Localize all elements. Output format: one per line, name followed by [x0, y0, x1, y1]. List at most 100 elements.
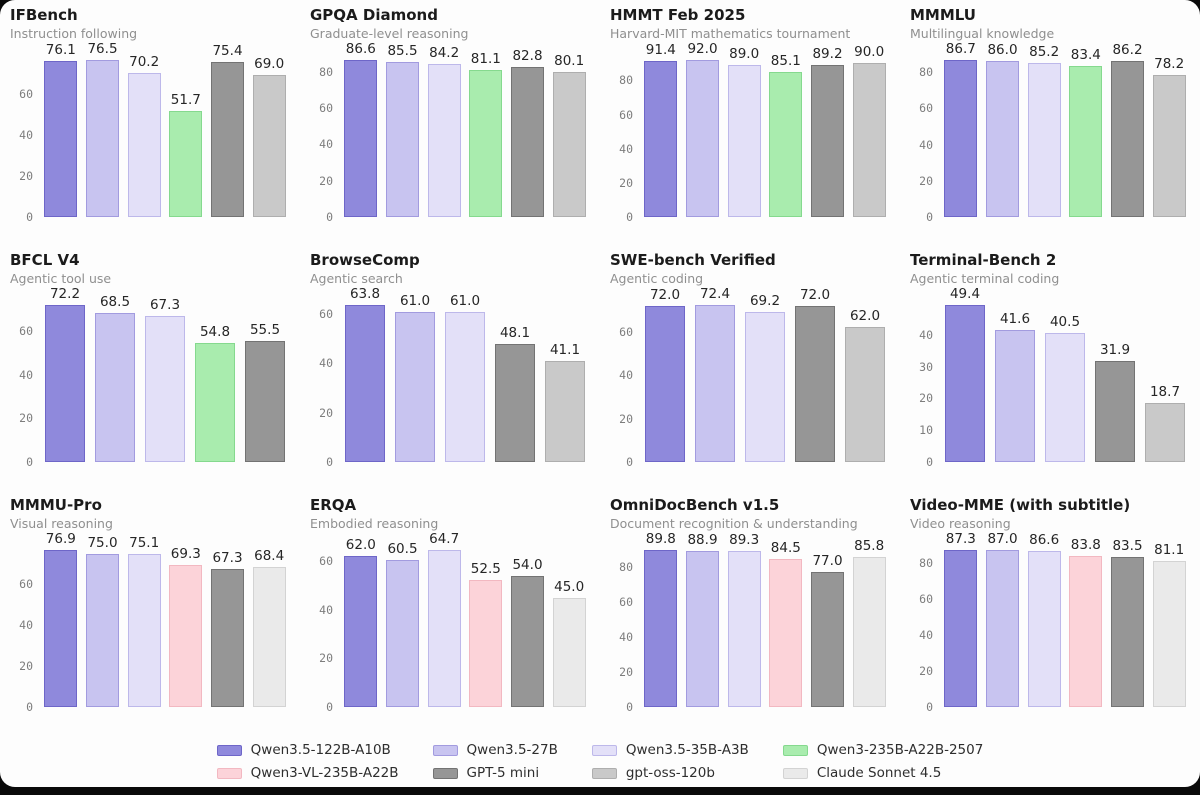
- y-tick-label: 80: [319, 64, 333, 79]
- y-tick-label: 40: [619, 630, 633, 645]
- bar-value-label: 85.8: [854, 537, 885, 554]
- bar-value-label: 67.3: [149, 296, 181, 313]
- plot-area: 49.4 41.6 40.5 31.9 18.7: [940, 286, 1190, 462]
- bar-qwen3-2507: [169, 110, 203, 217]
- bar-value-label: 86.6: [1029, 532, 1060, 549]
- y-axis: 0 20 40 60: [10, 286, 40, 469]
- plot-area: 86.7 86.0 85.2 83.4 86.2 78.2: [940, 41, 1190, 217]
- legend-item: Claude Sonnet 4.5: [782, 765, 984, 781]
- bar-value-label: 83.8: [1070, 537, 1101, 554]
- y-axis: 0 20 40 60 80: [610, 41, 640, 224]
- chart-subtitle: Agentic search: [310, 271, 403, 286]
- chart-title: BFCL V4: [10, 251, 80, 269]
- chart-panel: OmniDocBench v1.5 Document recognition &…: [600, 490, 900, 735]
- plot-area: 72.0 72.4 69.2 72.0 62.0: [640, 286, 890, 462]
- bar-value-label: 40.5: [1049, 314, 1081, 331]
- y-tick-label: 60: [919, 101, 933, 116]
- bar-value-label: 62.0: [345, 537, 376, 554]
- y-axis: 0 20 40 60: [610, 286, 640, 469]
- bar-qwen35-35b: [127, 72, 161, 217]
- y-tick-label: 40: [919, 628, 933, 642]
- y-tick-label: 20: [19, 411, 33, 426]
- y-tick-label: 60: [19, 577, 33, 592]
- bar-value-label: 81.1: [470, 50, 501, 67]
- y-tick-label: 0: [926, 210, 933, 224]
- y-tick-label: 0: [626, 455, 633, 469]
- y-tick-label: 0: [626, 210, 633, 224]
- bar-value-label: 18.7: [1149, 383, 1181, 400]
- y-tick-label: 40: [319, 602, 333, 617]
- legend-swatch-icon-qwen35-27b: [432, 744, 458, 756]
- chart-subtitle: Graduate-level reasoning: [310, 26, 469, 41]
- bar-claude-45: [852, 556, 886, 707]
- y-tick-label: 0: [26, 210, 33, 224]
- legend-label: Claude Sonnet 4.5: [816, 765, 942, 781]
- bar-value-label: 89.8: [645, 530, 676, 547]
- y-axis: 0 20 40 60: [10, 531, 40, 714]
- y-tick-label: 80: [919, 65, 933, 80]
- bar-value-label: 72.0: [649, 286, 681, 303]
- legend-swatch-icon-qwen3-vl: [216, 767, 242, 779]
- y-axis: 0 20 40 60: [10, 41, 40, 224]
- bar-value-label: 62.0: [849, 308, 881, 325]
- chart-subtitle: Video reasoning: [910, 516, 1011, 531]
- bar-value-label: 87.0: [987, 531, 1018, 548]
- bar-value-label: 63.8: [349, 285, 381, 302]
- bar-value-label: 75.4: [212, 43, 243, 60]
- bar-qwen3-2507: [1069, 65, 1103, 217]
- bar-gpt5-mini: [810, 64, 845, 217]
- chart-panel: BFCL V4 Agentic tool use 0 20 40 60 72.2 68.…: [0, 245, 300, 490]
- bar-value-label: 85.1: [770, 52, 801, 69]
- legend-swatch-icon-qwen35-35b: [591, 744, 617, 756]
- legend-item: Qwen3.5-27B: [432, 742, 558, 758]
- chart-plot: 0 10 20 30 40 49.4 41.6 40.5 31.9 18.7: [910, 286, 1190, 469]
- bar-value-label: 81.1: [1154, 542, 1185, 559]
- y-tick-label: 0: [926, 455, 933, 469]
- bar-qwen35-27b: [995, 329, 1035, 462]
- bar-value-label: 86.0: [987, 42, 1018, 59]
- chart-title: OmniDocBench v1.5: [610, 496, 780, 514]
- legend-item: GPT-5 mini: [432, 765, 558, 781]
- bar-value-label: 86.2: [1112, 41, 1143, 58]
- y-tick-label: 40: [19, 618, 33, 633]
- bar-value-label: 72.2: [49, 285, 81, 302]
- bar-gpt5-mini: [1110, 556, 1145, 707]
- bar-qwen35-27b: [685, 551, 720, 707]
- legend-swatch-icon-gpt-oss: [591, 767, 617, 779]
- y-tick-label: 20: [319, 173, 333, 188]
- chart-subtitle: Harvard-MIT mathematics tournament: [610, 26, 851, 41]
- y-tick-label: 60: [619, 324, 633, 339]
- chart-plot: 0 20 40 60 80 91.4 92.0 89.0 85.1 89.2 90.0: [610, 41, 890, 224]
- y-tick-label: 30: [919, 359, 933, 374]
- y-tick-label: 60: [619, 595, 633, 610]
- bar-gpt5-mini: [510, 575, 545, 707]
- y-tick-label: 80: [619, 73, 633, 88]
- bar-qwen35-122b: [644, 60, 678, 217]
- bar-qwen3-2507: [769, 71, 803, 217]
- chart-title: SWE-bench Verified: [610, 251, 776, 269]
- bar-qwen35-122b: [44, 549, 78, 707]
- legend-label: Qwen3.5-122B-A10B: [250, 742, 391, 758]
- legend-label: Qwen3.5-27B: [466, 742, 558, 758]
- legend-label: Qwen3-235B-A22B-2507: [816, 742, 984, 758]
- bar-qwen3-2507: [469, 69, 503, 217]
- bar-qwen35-122b: [945, 304, 985, 462]
- y-tick-label: 80: [619, 560, 633, 575]
- bar-qwen35-27b: [95, 312, 135, 462]
- plot-area: 63.8 61.0 61.0 48.1 41.1: [340, 286, 590, 462]
- bar-gpt5-mini: [810, 572, 845, 707]
- legend-swatch-icon-claude-45: [782, 767, 808, 779]
- bar-value-label: 49.4: [949, 285, 981, 302]
- y-tick-label: 60: [319, 554, 333, 569]
- chart-subtitle: Multilingual knowledge: [910, 26, 1055, 41]
- bar-qwen35-35b: [127, 553, 161, 707]
- bar-gpt5-mini: [510, 66, 545, 217]
- legend-label: GPT-5 mini: [466, 765, 540, 781]
- chart-plot: 0 20 40 60 80 86.7 86.0 85.2 83.4 86.2 78.2: [910, 41, 1190, 224]
- chart-title: Terminal-Bench 2: [910, 251, 1057, 269]
- bar-value-label: 70.2: [129, 53, 160, 70]
- bar-gpt-oss: [1145, 402, 1185, 462]
- bar-value-label: 87.3: [945, 530, 976, 547]
- chart-plot: 0 20 40 60 63.8 61.0 61.0 48.1 41.1: [310, 286, 590, 469]
- legend: Qwen3.5-122B-A10B Qwen3.5-27B Qwen3.5-35…: [0, 742, 1200, 781]
